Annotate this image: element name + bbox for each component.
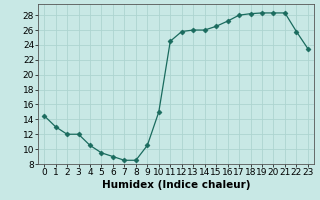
- X-axis label: Humidex (Indice chaleur): Humidex (Indice chaleur): [102, 180, 250, 190]
